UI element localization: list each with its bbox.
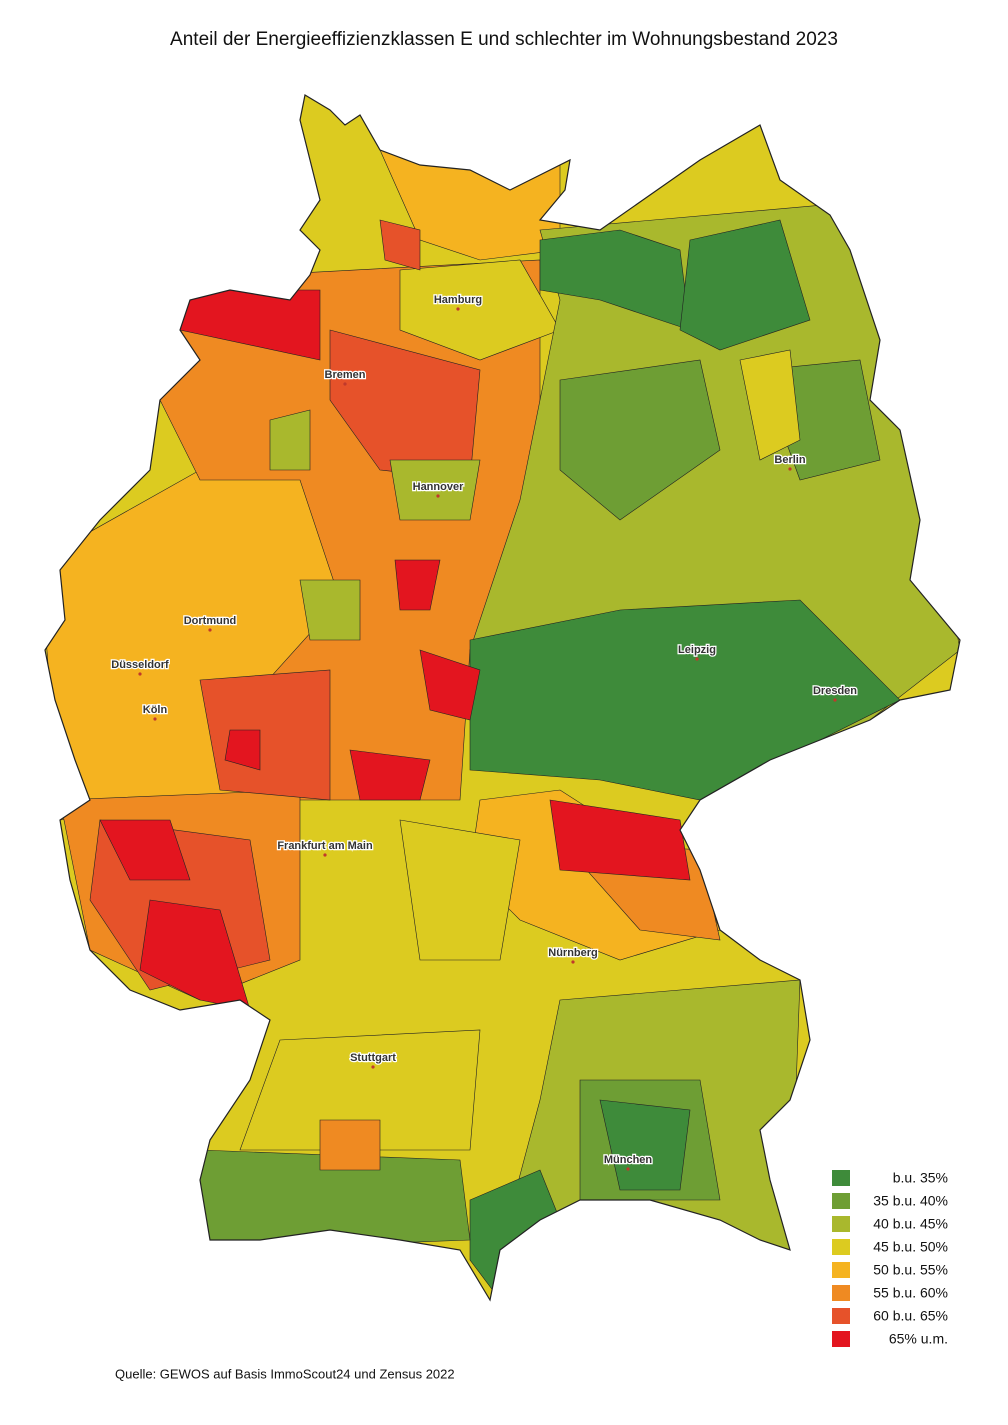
region <box>389 459 481 521</box>
city-label: Frankfurt am Main <box>277 840 373 852</box>
region <box>349 749 431 801</box>
legend-swatch <box>832 1262 850 1278</box>
legend-swatch <box>832 1170 850 1186</box>
region <box>679 219 811 351</box>
region <box>559 359 721 521</box>
legend-label: 35 b.u. 40% <box>873 1193 948 1209</box>
cities: Hamburg Bremen Berlin Hannover Dortmund Düsse… <box>110 293 859 1171</box>
city-label: München <box>604 1154 653 1166</box>
region <box>379 219 421 271</box>
city-label: Bremen <box>325 369 366 381</box>
region <box>269 409 311 471</box>
city-dot <box>695 657 699 661</box>
legend: b.u. 35% 35 b.u. 40% 40 b.u. 45% 45 b.u. 50… <box>832 1170 948 1347</box>
city-label: Köln <box>143 704 168 716</box>
country-outline <box>44 94 961 1302</box>
region <box>394 559 441 611</box>
city-dot <box>456 307 460 311</box>
region <box>419 649 481 721</box>
legend-swatch <box>832 1239 850 1255</box>
city-label: Hannover <box>413 481 464 493</box>
region <box>99 819 191 881</box>
city-dot <box>833 698 837 702</box>
city-label: Nürnberg <box>548 947 598 959</box>
legend-label: b.u. 35% <box>893 1170 948 1186</box>
city-label: Düsseldorf <box>111 659 169 671</box>
region <box>549 799 691 881</box>
city-dot <box>371 1065 375 1069</box>
source: Quelle: GEWOS auf Basis ImmoScout24 und … <box>115 1366 455 1381</box>
city-label: Leipzig <box>678 644 716 656</box>
map-title: Anteil der Energieeffizienzklassen E und… <box>170 29 838 50</box>
legend-swatch <box>832 1193 850 1209</box>
region <box>399 819 521 961</box>
region <box>299 579 361 641</box>
region <box>224 729 261 771</box>
legend-label: 50 b.u. 55% <box>873 1262 948 1278</box>
legend-swatch <box>832 1285 850 1301</box>
legend-swatch <box>832 1331 850 1347</box>
city-dot <box>343 382 347 386</box>
city-dot <box>626 1167 630 1171</box>
city-dot <box>323 853 327 857</box>
legend-label: 65% u.m. <box>889 1331 948 1347</box>
legend-label: 60 b.u. 65% <box>873 1308 948 1324</box>
legend-swatch <box>832 1216 850 1232</box>
city-dot <box>153 717 157 721</box>
legend-label: 45 b.u. 50% <box>873 1239 948 1255</box>
region <box>739 349 801 461</box>
region <box>599 1099 691 1191</box>
legend-label: 55 b.u. 60% <box>873 1285 948 1301</box>
city-dot <box>138 672 142 676</box>
region <box>199 669 331 801</box>
city-dot <box>208 628 212 632</box>
region <box>399 259 561 361</box>
city-dot <box>571 960 575 964</box>
city-dot <box>436 494 440 498</box>
city-label: Berlin <box>774 454 805 466</box>
city-label: Stuttgart <box>350 1052 396 1064</box>
region <box>319 1119 381 1171</box>
city-dot <box>788 467 792 471</box>
city-label: Dresden <box>813 685 857 697</box>
city-label: Hamburg <box>434 294 482 306</box>
city-label: Dortmund <box>184 615 237 627</box>
legend-swatch <box>832 1308 850 1324</box>
legend-label: 40 b.u. 45% <box>873 1216 948 1232</box>
region <box>239 1029 481 1151</box>
